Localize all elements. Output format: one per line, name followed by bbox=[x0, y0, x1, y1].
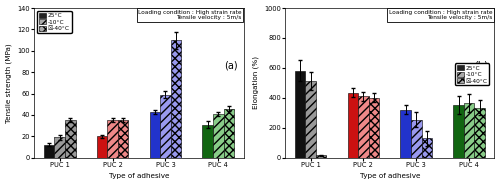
Bar bbox=[65, 120, 76, 158]
Bar bbox=[348, 93, 358, 158]
Bar bbox=[150, 112, 160, 158]
Bar bbox=[422, 138, 432, 158]
Bar bbox=[44, 145, 54, 158]
Text: Loading condition : High strain rate
Tensile velocity : 5m/s: Loading condition : High strain rate Ten… bbox=[388, 10, 492, 20]
Legend: 25°C, -10°C, ☒-40°C: 25°C, -10°C, ☒-40°C bbox=[38, 11, 72, 33]
Bar bbox=[464, 103, 474, 158]
Bar bbox=[213, 114, 224, 158]
Bar bbox=[294, 71, 305, 158]
Bar bbox=[97, 136, 108, 158]
Text: Loading condition : High strain rate
Tensile velocity : 5m/s: Loading condition : High strain rate Ten… bbox=[138, 10, 242, 20]
Bar bbox=[108, 120, 118, 158]
Y-axis label: Elongation (%): Elongation (%) bbox=[252, 56, 258, 109]
Bar bbox=[453, 105, 464, 158]
Bar bbox=[358, 96, 368, 158]
X-axis label: Type of adhesive: Type of adhesive bbox=[109, 174, 170, 179]
X-axis label: Type of adhesive: Type of adhesive bbox=[360, 174, 420, 179]
Bar bbox=[474, 108, 485, 158]
Text: (a): (a) bbox=[224, 60, 237, 70]
Bar bbox=[54, 137, 65, 158]
Bar bbox=[224, 109, 234, 158]
Bar bbox=[400, 110, 411, 158]
Legend: 25°C, -10°C, ☒-40°C: 25°C, -10°C, ☒-40°C bbox=[455, 63, 490, 85]
Bar bbox=[171, 40, 181, 158]
Bar bbox=[118, 120, 128, 158]
Bar bbox=[160, 95, 171, 158]
Y-axis label: Tensile strength (MPa): Tensile strength (MPa) bbox=[6, 43, 12, 123]
Bar bbox=[368, 98, 379, 158]
Bar bbox=[305, 81, 316, 158]
Text: (b): (b) bbox=[474, 60, 488, 70]
Bar bbox=[202, 125, 213, 158]
Bar bbox=[411, 120, 422, 158]
Bar bbox=[316, 155, 326, 158]
